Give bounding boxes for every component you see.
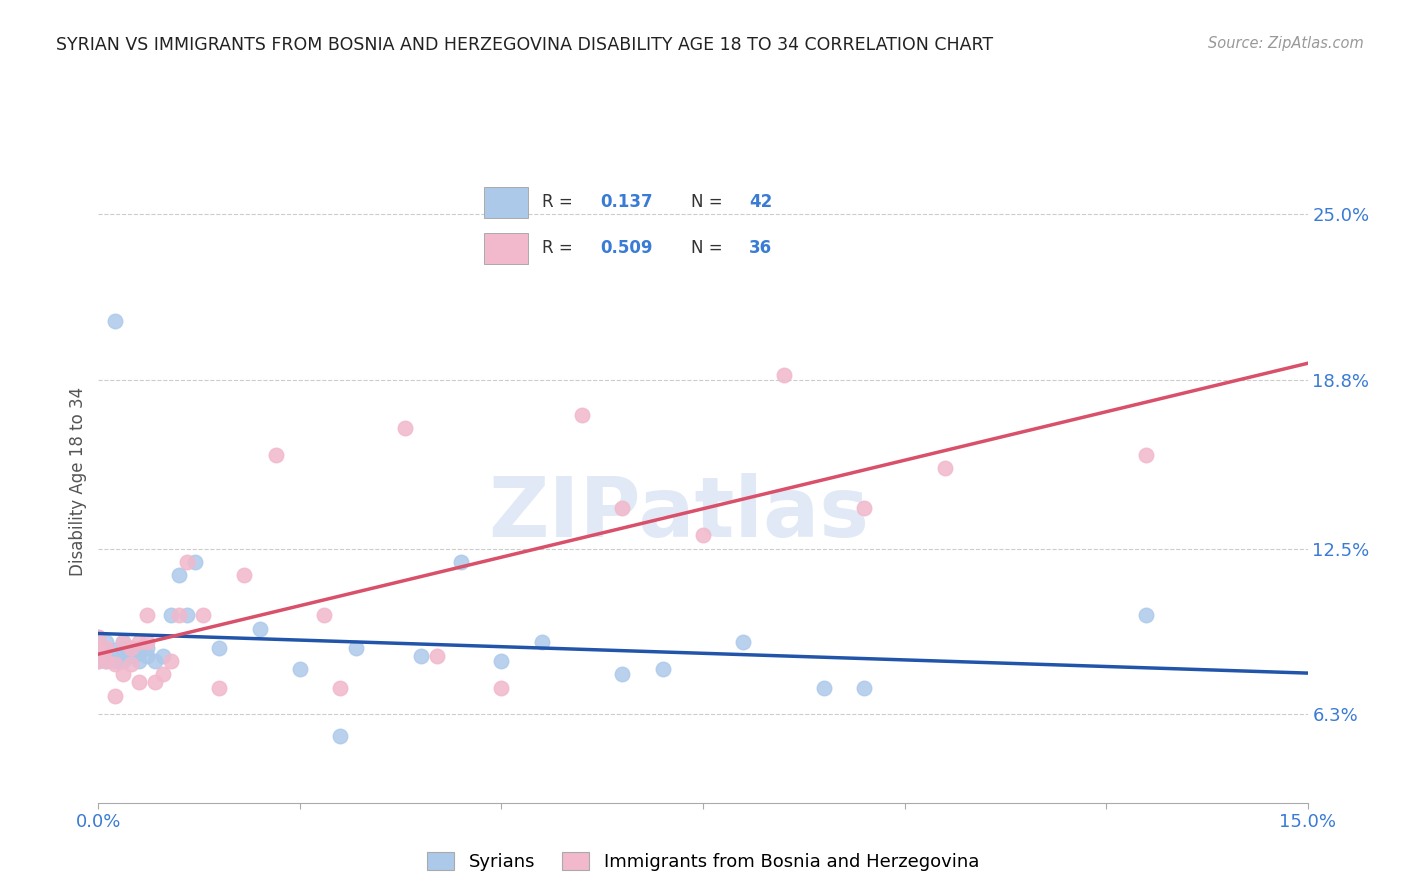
Point xyxy=(288,662,311,676)
Point xyxy=(128,654,150,668)
Point xyxy=(135,640,157,655)
Point xyxy=(96,640,118,655)
Point xyxy=(87,654,110,668)
Point xyxy=(772,368,794,382)
Point xyxy=(128,646,150,660)
Point xyxy=(143,654,166,668)
Point xyxy=(612,501,634,516)
Point xyxy=(176,555,198,569)
Y-axis label: Disability Age 18 to 34: Disability Age 18 to 34 xyxy=(69,387,87,576)
Point xyxy=(184,555,207,569)
Text: 42: 42 xyxy=(749,194,772,211)
Point xyxy=(96,643,118,657)
Point xyxy=(135,635,157,649)
Point xyxy=(111,635,134,649)
Point xyxy=(314,608,336,623)
Point xyxy=(651,662,673,676)
Point xyxy=(934,461,956,475)
Point xyxy=(193,608,215,623)
FancyBboxPatch shape xyxy=(484,186,527,218)
Point xyxy=(128,675,150,690)
Point xyxy=(87,630,110,644)
Point xyxy=(87,630,110,644)
Point xyxy=(450,555,472,569)
Point xyxy=(733,635,755,649)
Point xyxy=(120,657,142,671)
Text: R =: R = xyxy=(543,239,578,258)
Text: 0.137: 0.137 xyxy=(600,194,652,211)
Point xyxy=(409,648,432,663)
Point xyxy=(692,528,714,542)
Text: 0.509: 0.509 xyxy=(600,239,652,258)
Point xyxy=(111,654,134,668)
Point xyxy=(208,640,231,655)
Point xyxy=(111,667,134,681)
Point xyxy=(87,643,110,657)
Point xyxy=(120,640,142,655)
Point xyxy=(103,654,125,668)
Point xyxy=(426,648,449,663)
Point xyxy=(1135,608,1157,623)
Point xyxy=(135,608,157,623)
Point xyxy=(120,640,142,655)
Point xyxy=(176,608,198,623)
Legend: Syrians, Immigrants from Bosnia and Herzegovina: Syrians, Immigrants from Bosnia and Herz… xyxy=(420,845,986,879)
Point xyxy=(167,568,190,582)
Point xyxy=(612,667,634,681)
Point xyxy=(571,408,593,422)
Text: R =: R = xyxy=(543,194,578,211)
Point xyxy=(491,654,513,668)
Point xyxy=(96,635,118,649)
Point xyxy=(394,421,416,435)
Point xyxy=(103,689,125,703)
Point xyxy=(87,640,110,655)
FancyBboxPatch shape xyxy=(484,233,527,264)
Point xyxy=(103,314,125,328)
Text: N =: N = xyxy=(690,194,728,211)
Point xyxy=(813,681,835,695)
Point xyxy=(96,654,118,668)
Point xyxy=(530,635,553,649)
Point xyxy=(160,654,183,668)
Point xyxy=(143,675,166,690)
Point xyxy=(152,667,174,681)
Point xyxy=(152,648,174,663)
Point xyxy=(1135,448,1157,462)
Point xyxy=(853,501,876,516)
Text: ZIPatlas: ZIPatlas xyxy=(488,474,869,554)
Point xyxy=(232,568,254,582)
Point xyxy=(96,654,118,668)
Point xyxy=(135,648,157,663)
Point xyxy=(329,729,352,743)
Text: SYRIAN VS IMMIGRANTS FROM BOSNIA AND HERZEGOVINA DISABILITY AGE 18 TO 34 CORRELA: SYRIAN VS IMMIGRANTS FROM BOSNIA AND HER… xyxy=(56,36,994,54)
Point xyxy=(208,681,231,695)
Point xyxy=(249,622,271,636)
Point xyxy=(853,681,876,695)
Text: N =: N = xyxy=(690,239,728,258)
Text: 36: 36 xyxy=(749,239,772,258)
Point xyxy=(264,448,287,462)
Point xyxy=(111,646,134,660)
Point xyxy=(87,635,110,649)
Point xyxy=(87,654,110,668)
Point xyxy=(120,648,142,663)
Point xyxy=(103,657,125,671)
Point xyxy=(160,608,183,623)
Point xyxy=(103,643,125,657)
Point xyxy=(344,640,367,655)
Point xyxy=(111,640,134,655)
Point xyxy=(167,608,190,623)
Point xyxy=(128,635,150,649)
Point xyxy=(491,681,513,695)
Point xyxy=(111,635,134,649)
Point xyxy=(128,640,150,655)
Text: Source: ZipAtlas.com: Source: ZipAtlas.com xyxy=(1208,36,1364,51)
Point xyxy=(329,681,352,695)
